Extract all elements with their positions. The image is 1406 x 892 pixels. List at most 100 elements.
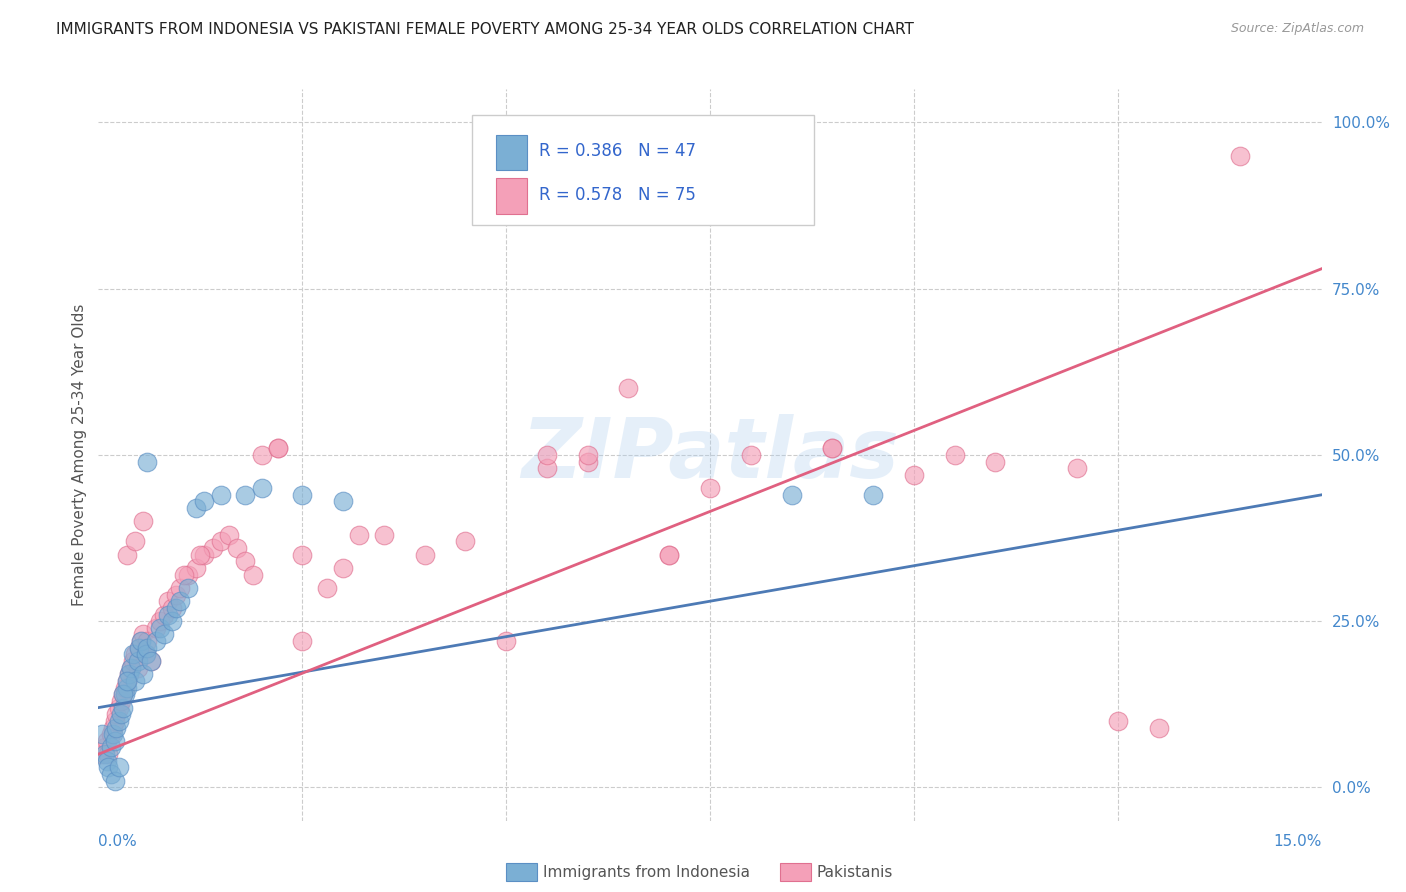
Point (149, 621, 172, 635)
Point (576, 448, 599, 462)
Point (97, 760, 120, 774)
Point (129, 634, 152, 648)
Point (115, 673, 138, 688)
Point (115, 681, 138, 695)
Point (291, 634, 314, 648)
Point (118, 667, 141, 681)
Point (233, 554, 256, 568)
Point (242, 567, 264, 582)
Point (226, 541, 249, 555)
Point (821, 442, 844, 456)
Point (128, 640, 150, 655)
Point (201, 541, 224, 555)
Text: R = 0.386   N = 47: R = 0.386 N = 47 (538, 143, 696, 161)
Text: IMMIGRANTS FROM INDONESIA VS PAKISTANI FEMALE POVERTY AMONG 25-34 YEAR OLDS CORR: IMMIGRANTS FROM INDONESIA VS PAKISTANI F… (56, 22, 914, 37)
Point (160, 600, 183, 615)
Point (740, 448, 762, 462)
Point (127, 661, 149, 675)
Point (233, 488, 256, 502)
Point (120, 661, 142, 675)
Point (349, 527, 371, 541)
Text: ZIPatlas: ZIPatlas (522, 415, 898, 495)
Point (173, 567, 195, 582)
Point (943, 448, 966, 462)
Point (291, 488, 314, 502)
Point (136, 454, 159, 468)
Point (91, 747, 114, 761)
Point (121, 654, 143, 668)
Point (291, 548, 314, 562)
Point (315, 581, 337, 595)
Point (903, 467, 925, 482)
Point (110, 707, 132, 722)
Point (267, 442, 290, 456)
Point (193, 494, 215, 508)
Point (209, 488, 232, 502)
Point (108, 760, 131, 774)
Point (658, 548, 681, 562)
Point (96, 734, 118, 748)
Point (108, 700, 131, 714)
Point (96, 754, 118, 768)
Point (1107, 714, 1129, 728)
Point (188, 548, 212, 562)
Point (129, 634, 152, 648)
Point (132, 627, 155, 641)
Point (94, 740, 117, 755)
Point (454, 534, 477, 549)
Point (141, 654, 163, 668)
Text: Source: ZipAtlas.com: Source: ZipAtlas.com (1230, 22, 1364, 36)
Text: 15.0%: 15.0% (1274, 834, 1322, 849)
Point (105, 721, 128, 735)
Point (135, 648, 157, 662)
Point (193, 548, 215, 562)
Point (104, 714, 127, 728)
Point (156, 607, 179, 622)
Point (100, 767, 122, 781)
Point (124, 534, 146, 549)
Point (101, 727, 124, 741)
Point (332, 494, 354, 508)
Point (209, 534, 232, 549)
Point (118, 667, 141, 681)
Y-axis label: Female Poverty Among 25-34 Year Olds: Female Poverty Among 25-34 Year Olds (72, 304, 87, 606)
Point (169, 581, 191, 595)
Point (145, 634, 167, 648)
Point (114, 687, 136, 701)
Point (177, 567, 200, 582)
Point (413, 548, 436, 562)
Point (186, 561, 208, 575)
Point (152, 627, 174, 641)
Bar (496, 178, 526, 213)
Point (111, 687, 134, 701)
Point (576, 454, 599, 468)
Point (141, 654, 163, 668)
Point (110, 694, 132, 708)
Point (152, 607, 174, 622)
Point (124, 673, 146, 688)
Point (104, 734, 127, 748)
Point (100, 727, 122, 741)
Point (100, 740, 122, 755)
Point (1229, 149, 1251, 163)
Point (658, 548, 681, 562)
Point (821, 442, 844, 456)
Point (124, 648, 146, 662)
Point (114, 681, 136, 695)
Point (105, 707, 128, 722)
Point (536, 448, 558, 462)
Point (128, 640, 150, 655)
Point (127, 654, 149, 668)
Point (1147, 721, 1170, 735)
Text: Immigrants from Indonesia: Immigrants from Indonesia (543, 865, 749, 880)
Point (135, 648, 157, 662)
Text: Pakistanis: Pakistanis (817, 865, 893, 880)
Point (218, 527, 240, 541)
Point (91, 727, 114, 741)
Point (145, 621, 167, 635)
Point (149, 614, 172, 628)
Point (111, 687, 134, 701)
Bar (496, 135, 526, 169)
Point (495, 634, 517, 648)
Point (1066, 461, 1088, 475)
